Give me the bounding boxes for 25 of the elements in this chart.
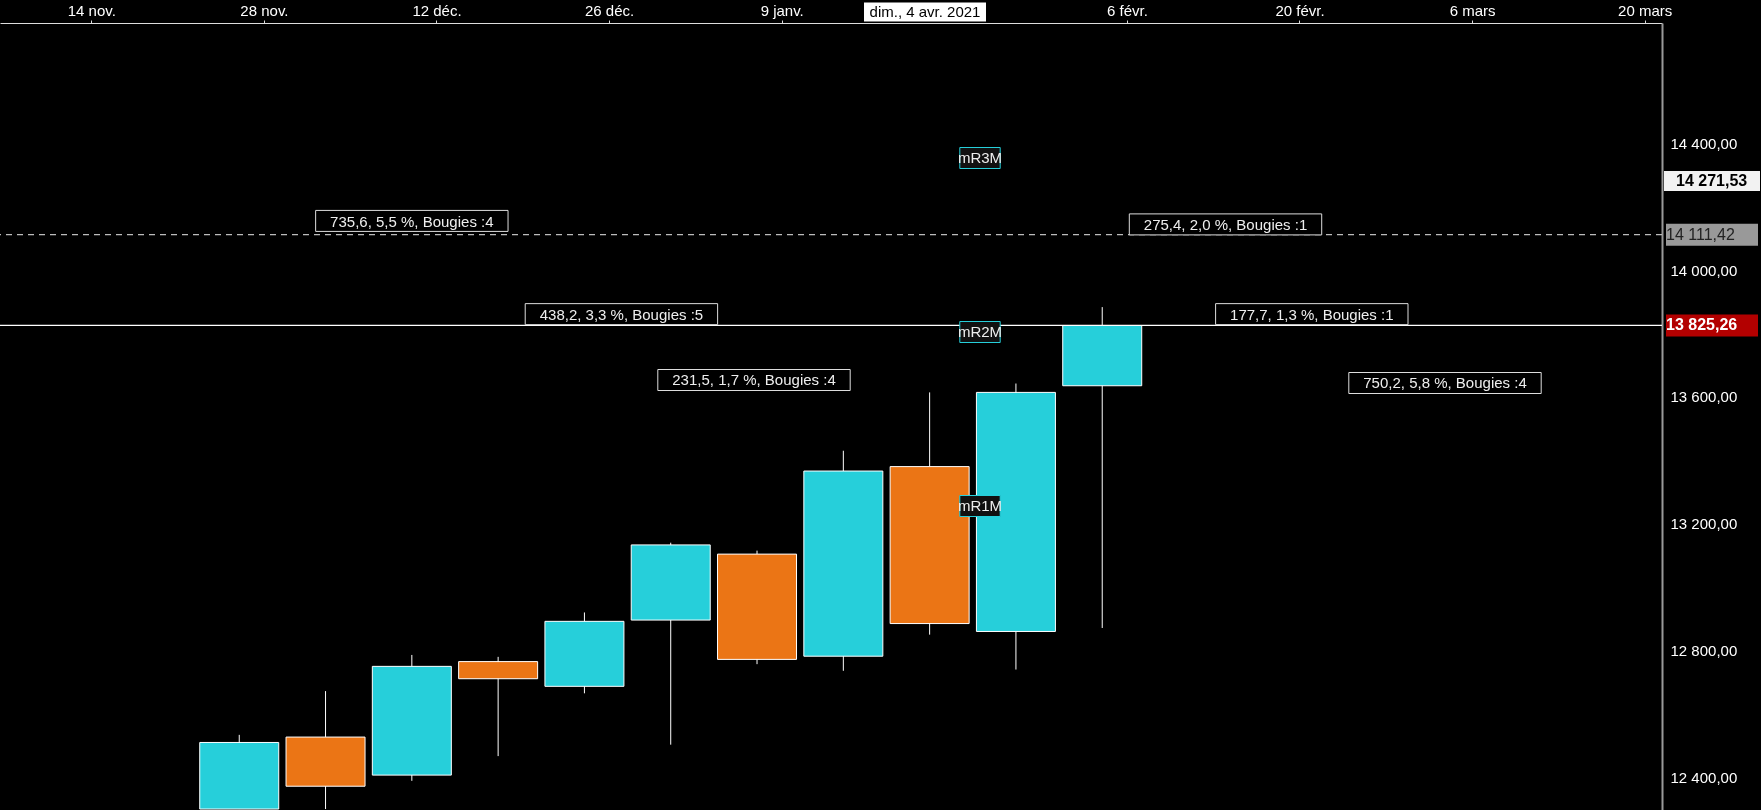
y-tick-label: 12 400,00 — [1670, 768, 1738, 786]
text: 14 271,53 — [1676, 172, 1748, 189]
y-tick-label: 13 600,00 — [1670, 388, 1738, 406]
y-tick-label: 14 400,00 — [1670, 134, 1738, 152]
x-tick-label: 6 mars — [1449, 1, 1496, 19]
y-tick-label: 13 200,00 — [1670, 515, 1738, 533]
y-tick-label: 14 000,00 — [1670, 261, 1738, 279]
x-tick-label: 14 nov. — [67, 1, 116, 19]
x-tick-label: 12 déc. — [412, 1, 462, 19]
y-tick-label: 12 800,00 — [1670, 642, 1738, 660]
x-tick-label: 26 déc. — [584, 1, 635, 19]
annotation: 750,2, 5,8 %, Bougies :4 — [1363, 374, 1527, 391]
annotation: 735,6, 5,5 %, Bougies :4 — [330, 212, 494, 230]
annotation: 177,7, 1,3 %, Bougies :1 — [1230, 306, 1394, 324]
x-tick-label: 9 janv. — [760, 1, 804, 19]
ref-line-label: 14 111,42 — [1666, 225, 1735, 243]
x-tick-label: 20 mars — [1618, 1, 1673, 19]
ref-line-label: 13 825,26 — [1666, 316, 1738, 334]
annotation: 275,4, 2,0 %, Bougies :1 — [1143, 216, 1308, 234]
x-tick-label: 20 févr. — [1275, 1, 1325, 19]
x-tick-label: 28 nov. — [240, 1, 289, 19]
x-tick-label: 6 févr. — [1106, 1, 1148, 19]
text: dim., 4 avr. 2021 — [869, 3, 981, 20]
annotation: 438,2, 3,3 %, Bougies :5 — [539, 306, 704, 324]
annotation: 231,5, 1,7 %, Bougies :4 — [672, 371, 836, 388]
